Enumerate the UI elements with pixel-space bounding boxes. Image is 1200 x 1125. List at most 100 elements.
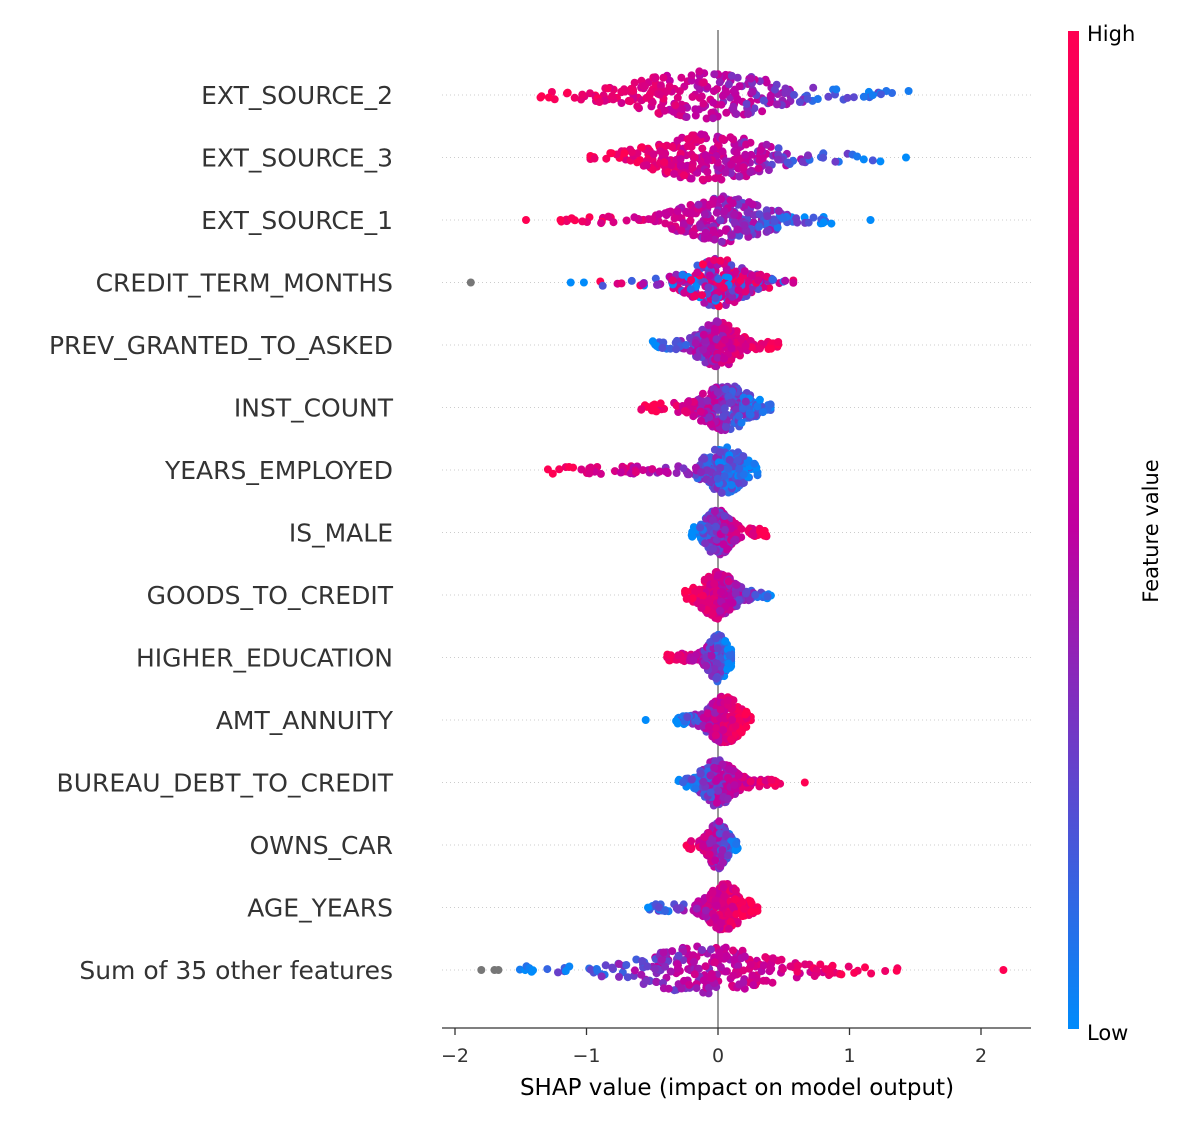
shap-point <box>740 952 749 961</box>
shap-point <box>670 169 678 178</box>
shap-point <box>725 399 734 407</box>
shap-point <box>683 713 692 721</box>
shap-point <box>730 218 739 227</box>
shap-point <box>739 452 748 461</box>
shap-point <box>554 968 562 977</box>
shap-point <box>798 157 807 166</box>
shap-point <box>721 423 730 431</box>
shap-point <box>748 971 757 980</box>
shap-point <box>749 531 758 540</box>
shap-point <box>744 110 752 118</box>
shap-point <box>741 287 750 296</box>
shap-point <box>543 965 552 974</box>
shap-point <box>659 73 668 82</box>
shap-point <box>683 135 692 144</box>
feature-label: OWNS_CAR <box>250 831 393 860</box>
shap-point <box>666 651 675 660</box>
shap-point <box>709 145 718 154</box>
shap-point <box>710 665 719 673</box>
shap-point <box>687 837 696 846</box>
shap-point <box>586 965 595 974</box>
feature-label: GOODS_TO_CREDIT <box>147 581 394 610</box>
shap-point <box>721 385 730 394</box>
shap-point <box>666 967 675 976</box>
shap-point <box>716 920 725 928</box>
shap-point <box>700 833 709 842</box>
shap-point <box>831 157 840 166</box>
shap-point <box>660 158 669 167</box>
shap-point <box>710 579 719 588</box>
shap-point <box>720 335 729 344</box>
shap-point <box>680 288 689 297</box>
shap-point <box>698 946 706 954</box>
shap-point <box>735 464 744 473</box>
shap-point <box>616 468 625 477</box>
shap-point <box>578 217 587 226</box>
feature-label: IS_MALE <box>289 519 393 548</box>
x-tick-label: −2 <box>441 1045 469 1067</box>
shap-point <box>647 215 656 224</box>
shap-point <box>656 81 665 90</box>
colorbar <box>1068 31 1079 1029</box>
shap-point <box>748 200 757 209</box>
shap-point <box>705 722 713 731</box>
shap-point <box>694 200 703 209</box>
shap-point <box>655 903 663 912</box>
shap-point <box>712 335 721 344</box>
shap-point <box>642 976 651 985</box>
shap-point <box>638 957 647 965</box>
shap-outlier-point <box>866 216 875 224</box>
shap-point <box>716 463 725 472</box>
shap-point <box>711 913 720 922</box>
shap-outlier-point <box>566 278 575 287</box>
shap-point <box>680 171 688 180</box>
shap-point <box>679 464 688 473</box>
shap-point <box>724 910 733 918</box>
shap-point <box>758 107 767 116</box>
shap-point <box>719 283 728 292</box>
shap-point <box>655 90 664 99</box>
shap-point <box>718 846 727 855</box>
shap-point <box>720 354 729 363</box>
shap-point <box>687 71 696 80</box>
shap-point <box>695 585 704 594</box>
shap-point <box>741 397 750 406</box>
shap-point <box>717 237 726 246</box>
shap-point <box>655 467 664 476</box>
shap-point <box>570 93 579 102</box>
feature-label: EXT_SOURCE_3 <box>201 144 393 173</box>
shap-point <box>868 156 877 165</box>
shap-point <box>706 420 715 429</box>
shap-point <box>712 776 721 785</box>
shap-point <box>711 731 720 740</box>
shap-point <box>755 395 764 404</box>
shap-point <box>727 71 736 80</box>
shap-point <box>859 155 868 164</box>
shap-point <box>774 338 783 346</box>
shap-point <box>733 225 742 234</box>
shap-point <box>633 158 642 167</box>
shap-point <box>733 95 742 104</box>
shap-point <box>731 895 740 904</box>
shap-point <box>716 606 724 615</box>
shap-point <box>702 661 711 670</box>
shap-point <box>686 334 694 342</box>
shap-point <box>653 280 661 289</box>
shap-point <box>718 324 727 333</box>
shap-point <box>827 219 836 228</box>
shap-point <box>690 153 699 162</box>
shap-point <box>720 512 729 520</box>
shap-point <box>676 161 685 170</box>
shap-point <box>630 966 639 975</box>
shap-point <box>691 111 700 120</box>
shap-point <box>718 134 727 143</box>
shap-point <box>578 90 587 99</box>
shap-point <box>665 82 674 91</box>
shap-point <box>709 114 717 123</box>
shap-point <box>641 82 649 91</box>
shap-point <box>677 73 686 82</box>
shap-point <box>810 972 819 980</box>
shap-point <box>725 455 734 464</box>
shap-point <box>759 408 767 417</box>
shap-point <box>904 87 913 95</box>
